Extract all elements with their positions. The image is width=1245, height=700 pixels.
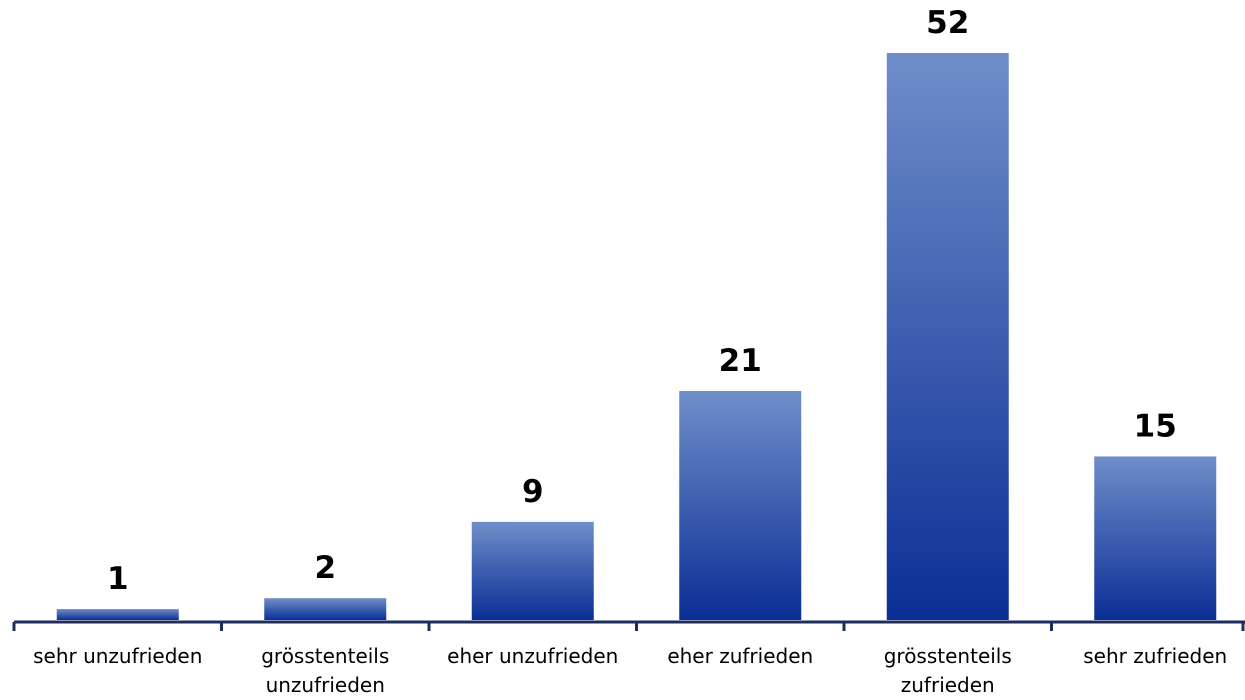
bar bbox=[679, 391, 802, 620]
value-label: 2 bbox=[314, 550, 336, 586]
value-label: 21 bbox=[719, 343, 762, 379]
value-label: 15 bbox=[1134, 408, 1177, 444]
bar bbox=[264, 598, 387, 620]
bar bbox=[1094, 456, 1217, 620]
x-tick-label: sehr zufrieden bbox=[1083, 644, 1228, 668]
x-tick-label: sehr unzufrieden bbox=[33, 644, 203, 668]
x-tick-label: grösstenteils unzufrieden bbox=[261, 644, 390, 697]
bar bbox=[886, 53, 1009, 620]
value-label: 1 bbox=[107, 561, 129, 597]
x-tick-label: eher unzufrieden bbox=[447, 644, 619, 668]
bar bbox=[471, 521, 594, 620]
x-tick-label: grösstenteils zufrieden bbox=[883, 644, 1012, 697]
bar bbox=[56, 609, 179, 620]
value-label: 52 bbox=[926, 5, 969, 41]
x-tick-label: eher zufrieden bbox=[667, 644, 814, 668]
value-label: 9 bbox=[522, 474, 544, 510]
